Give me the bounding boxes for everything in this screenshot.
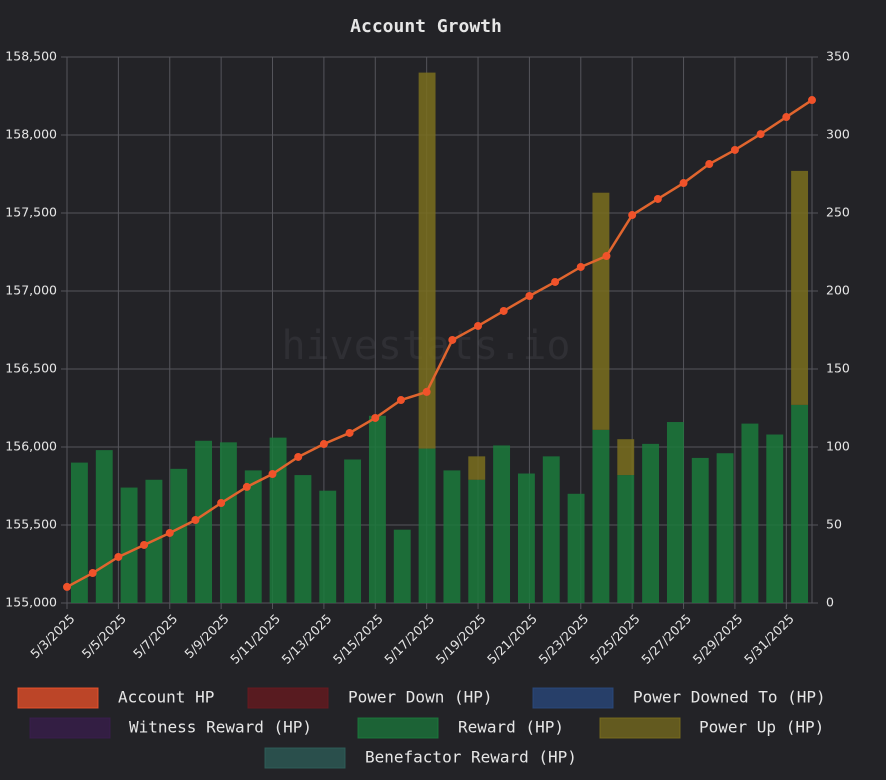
point [63, 582, 71, 591]
bar [691, 457, 709, 603]
bar [195, 440, 213, 603]
legend-label: Power Up (HP) [699, 718, 824, 737]
bar [244, 470, 262, 603]
bar [766, 434, 784, 603]
y-tick-label: 155,500 [5, 517, 57, 532]
bar [393, 529, 411, 603]
bar [170, 468, 188, 603]
y2-tick-label: 100 [826, 439, 850, 454]
y2-tick-label: 300 [826, 127, 850, 142]
point [756, 130, 765, 139]
point [319, 440, 328, 449]
line [66, 99, 813, 589]
legend-swatch [264, 747, 346, 769]
y2-tick-label: 0 [826, 595, 834, 610]
point [525, 291, 534, 300]
y2-tick-label: 50 [826, 517, 842, 532]
bar [368, 415, 386, 603]
point [730, 145, 739, 154]
point [782, 113, 791, 122]
bar [567, 493, 585, 603]
point [551, 277, 560, 286]
legend-label: Power Down (HP) [348, 688, 493, 707]
point [268, 469, 277, 478]
y-tick-label: 156,000 [5, 439, 57, 454]
legend-label: Benefactor Reward (HP) [365, 748, 577, 767]
point [140, 540, 149, 549]
legend-swatch [29, 717, 111, 739]
bar [344, 459, 362, 603]
point [242, 482, 251, 491]
point [628, 211, 637, 220]
point [576, 262, 585, 271]
bar [219, 442, 237, 603]
bar [542, 456, 560, 603]
point [653, 194, 662, 203]
bar [493, 445, 511, 603]
point [217, 499, 226, 508]
bar [642, 443, 660, 603]
y-tick-label: 155,000 [5, 595, 57, 610]
point [705, 160, 714, 169]
bar [517, 473, 535, 603]
point [165, 528, 174, 537]
bar [791, 404, 809, 603]
bar [294, 475, 312, 603]
legend-label: Account HP [118, 688, 214, 707]
y2-tick-label: 200 [826, 283, 850, 298]
bar [592, 429, 610, 603]
point [345, 428, 354, 437]
point [294, 452, 303, 461]
bar [319, 490, 337, 603]
point [114, 552, 123, 561]
bar [70, 462, 88, 603]
bar [468, 456, 486, 480]
bar [592, 192, 610, 430]
bar [716, 453, 734, 603]
bar [418, 448, 436, 603]
y2-tick-label: 150 [826, 361, 850, 376]
legend-swatch [357, 717, 439, 739]
y-tick-label: 157,500 [5, 205, 57, 220]
legend-swatch [599, 717, 681, 739]
bar [741, 423, 759, 603]
bar [120, 487, 138, 603]
bar [791, 170, 809, 405]
bar [95, 450, 113, 603]
legend-swatch [247, 687, 329, 709]
legend-label: Reward (HP) [458, 718, 564, 737]
point [191, 516, 200, 525]
point [88, 569, 97, 578]
point [808, 96, 816, 105]
chart-title: Account Growth [350, 16, 502, 37]
y-tick-label: 156,500 [5, 361, 57, 376]
bar [443, 470, 461, 603]
legend-swatch [532, 687, 614, 709]
bar [617, 475, 635, 603]
y2-tick-label: 250 [826, 205, 850, 220]
legend-swatch [17, 687, 99, 709]
point [448, 335, 457, 344]
bar [269, 437, 287, 603]
point [422, 387, 431, 396]
point [474, 321, 483, 330]
y-tick-label: 158,500 [5, 49, 57, 64]
bar [468, 479, 486, 603]
y-tick-label: 158,000 [5, 127, 57, 142]
point [371, 413, 380, 422]
bar [617, 439, 635, 476]
bar [418, 72, 436, 449]
legend-label: Power Downed To (HP) [633, 688, 826, 707]
legend-label: Witness Reward (HP) [129, 718, 312, 737]
y2-tick-label: 350 [826, 49, 850, 64]
point [679, 179, 688, 188]
point [499, 306, 508, 315]
point [396, 396, 405, 405]
y-tick-label: 157,000 [5, 283, 57, 298]
point [602, 252, 611, 261]
bar [666, 422, 684, 603]
